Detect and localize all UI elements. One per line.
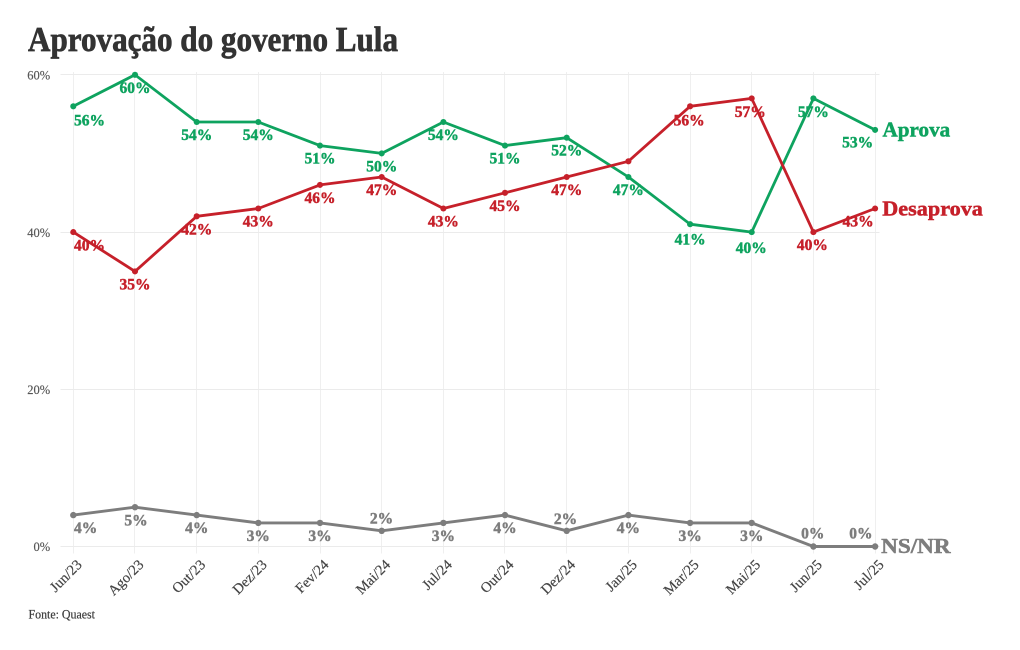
- svg-text:45%: 45%: [490, 198, 521, 215]
- svg-text:Aprova: Aprova: [883, 118, 951, 142]
- svg-text:0%: 0%: [34, 540, 51, 554]
- svg-text:60%: 60%: [27, 69, 50, 83]
- svg-text:0%: 0%: [801, 526, 824, 543]
- svg-text:43%: 43%: [843, 214, 874, 231]
- svg-text:20%: 20%: [27, 383, 50, 397]
- svg-text:2%: 2%: [370, 511, 393, 528]
- svg-text:60%: 60%: [120, 80, 151, 97]
- svg-text:3%: 3%: [247, 528, 270, 545]
- svg-text:35%: 35%: [120, 276, 151, 293]
- svg-text:47%: 47%: [366, 182, 397, 199]
- svg-text:54%: 54%: [181, 127, 212, 144]
- svg-text:2%: 2%: [554, 511, 577, 528]
- svg-text:3%: 3%: [432, 528, 455, 545]
- svg-text:40%: 40%: [736, 240, 767, 257]
- svg-text:56%: 56%: [74, 112, 105, 129]
- svg-text:54%: 54%: [243, 127, 274, 144]
- svg-text:47%: 47%: [613, 182, 644, 199]
- svg-text:Desaprova: Desaprova: [882, 197, 983, 221]
- svg-text:3%: 3%: [740, 528, 763, 545]
- svg-text:4%: 4%: [185, 520, 208, 537]
- svg-text:52%: 52%: [551, 143, 582, 160]
- svg-text:0%: 0%: [849, 526, 872, 543]
- svg-text:3%: 3%: [308, 528, 331, 545]
- svg-text:40%: 40%: [74, 237, 105, 254]
- svg-text:54%: 54%: [428, 127, 459, 144]
- svg-text:51%: 51%: [305, 151, 336, 168]
- svg-text:4%: 4%: [74, 520, 97, 537]
- svg-text:41%: 41%: [675, 232, 706, 249]
- svg-text:51%: 51%: [490, 151, 521, 168]
- svg-text:56%: 56%: [674, 112, 705, 129]
- svg-text:50%: 50%: [366, 158, 397, 175]
- svg-text:40%: 40%: [27, 226, 50, 240]
- svg-text:40%: 40%: [797, 237, 828, 254]
- svg-text:46%: 46%: [305, 190, 336, 207]
- svg-text:NS/NR: NS/NR: [881, 534, 951, 558]
- svg-text:57%: 57%: [735, 104, 766, 121]
- svg-text:4%: 4%: [493, 520, 516, 537]
- svg-text:3%: 3%: [678, 528, 701, 545]
- svg-text:5%: 5%: [124, 512, 147, 529]
- svg-text:4%: 4%: [617, 520, 640, 537]
- svg-text:42%: 42%: [181, 221, 212, 238]
- svg-text:43%: 43%: [428, 214, 459, 231]
- svg-text:53%: 53%: [842, 135, 873, 152]
- svg-text:57%: 57%: [798, 104, 829, 121]
- svg-text:47%: 47%: [551, 182, 582, 199]
- svg-text:43%: 43%: [243, 214, 274, 231]
- svg-text:Fonte: Quaest: Fonte: Quaest: [29, 607, 96, 622]
- svg-text:Aprovação do governo Lula: Aprovação do governo Lula: [28, 21, 398, 59]
